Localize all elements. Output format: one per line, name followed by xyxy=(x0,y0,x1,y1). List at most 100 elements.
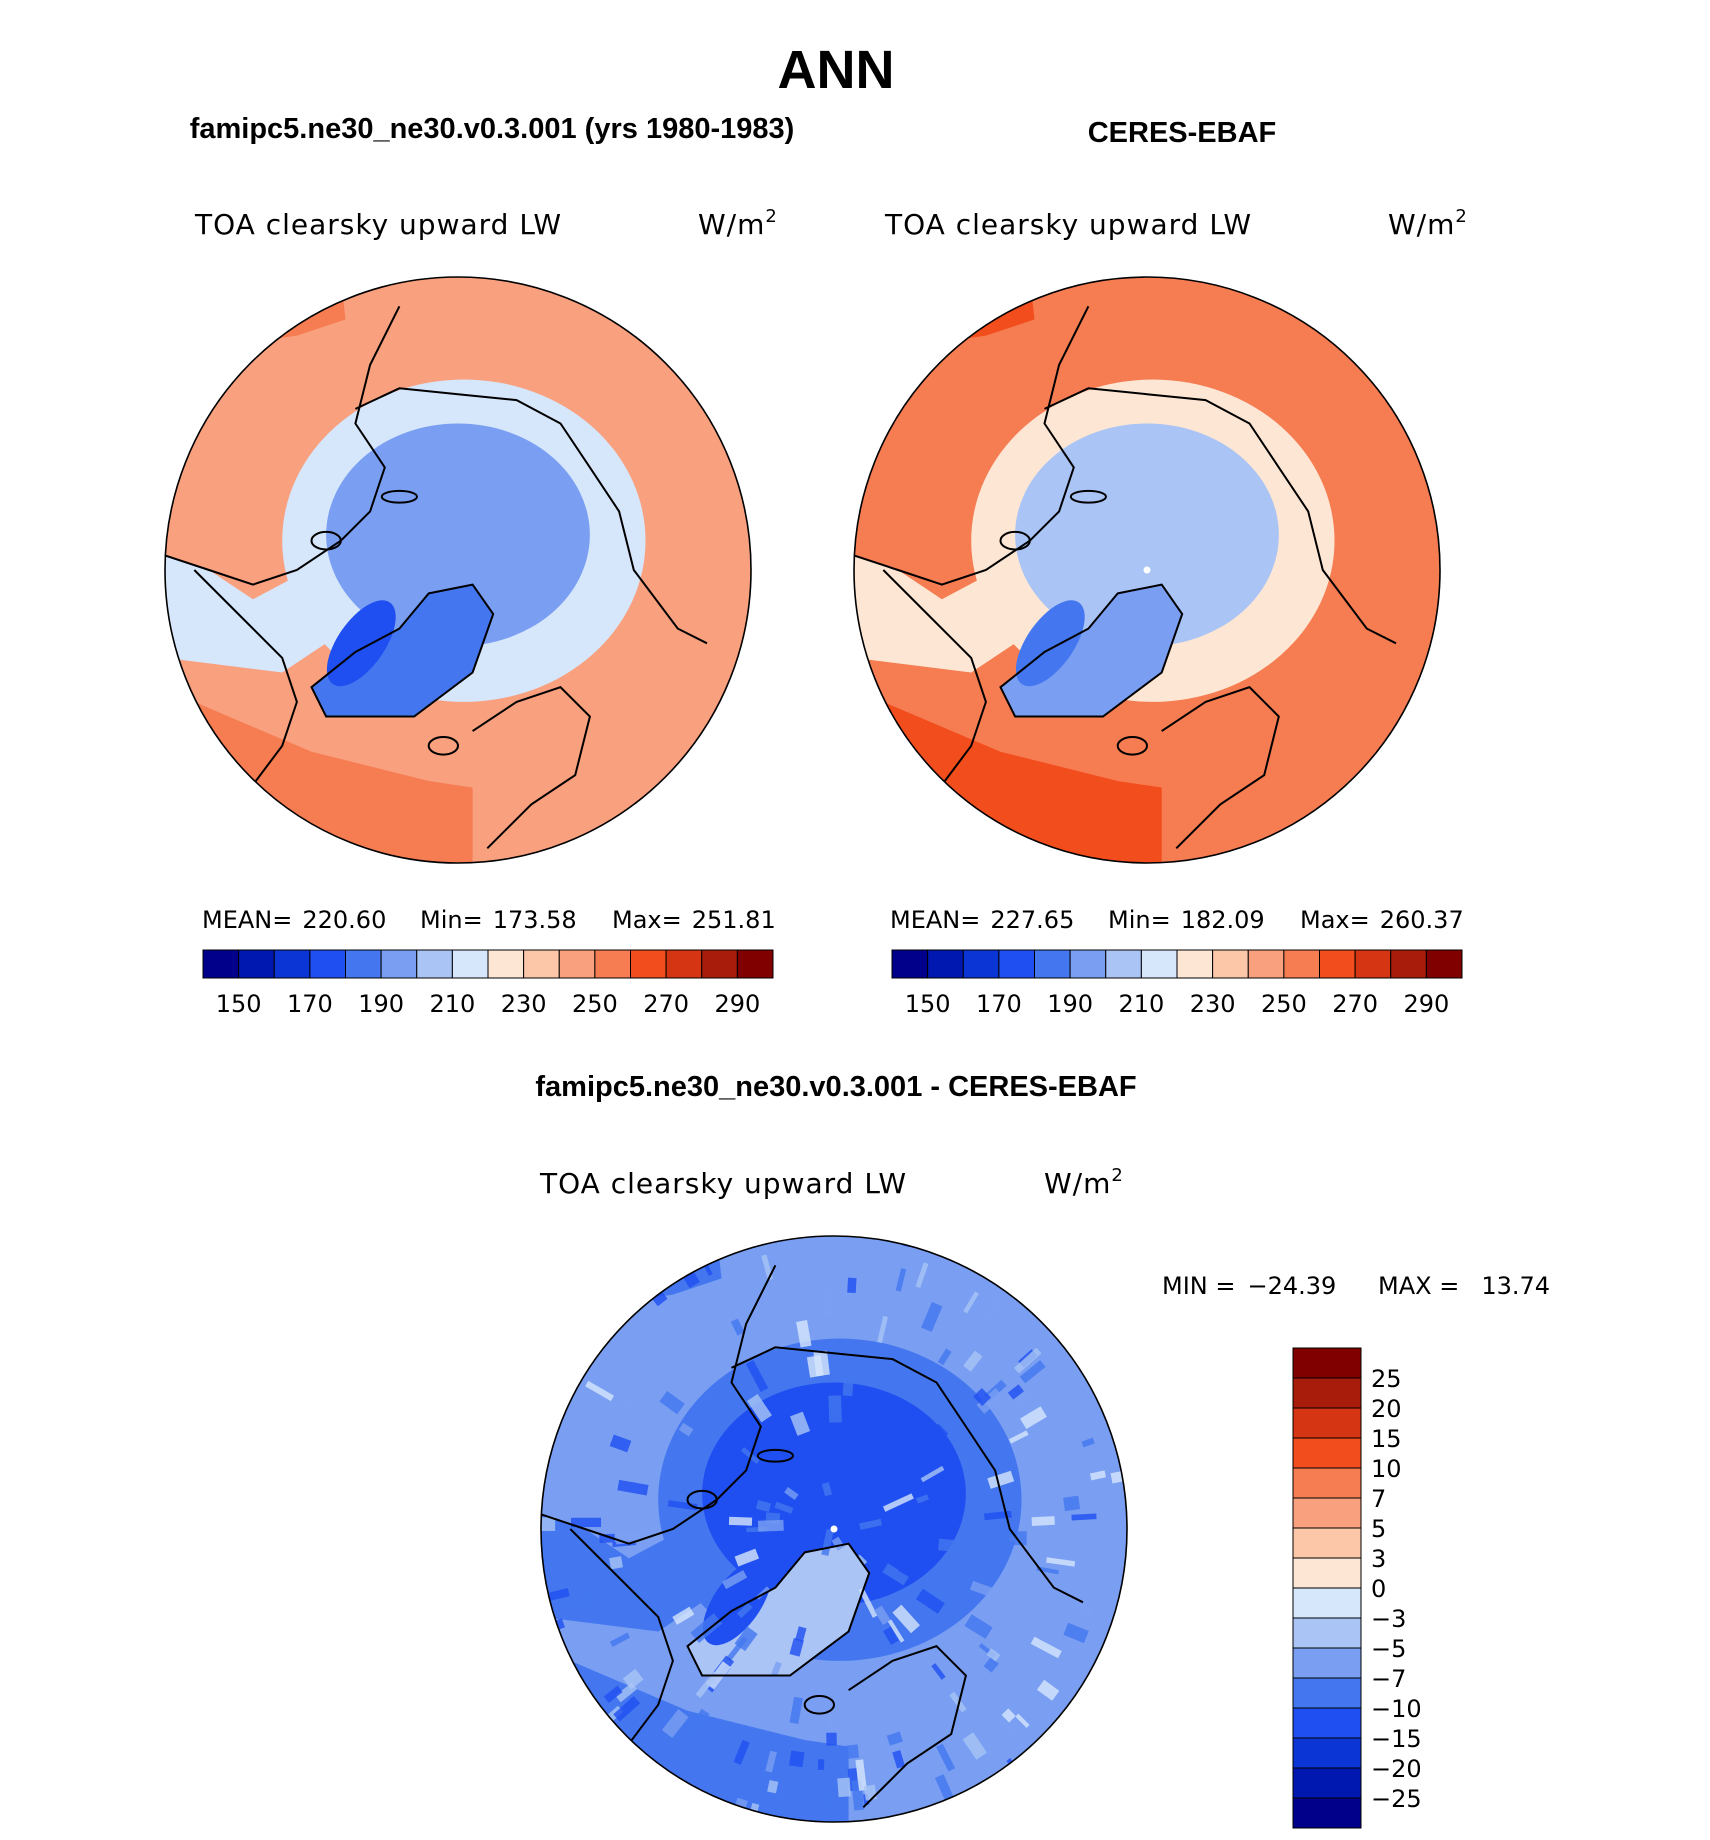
pole-marker xyxy=(1143,566,1151,574)
field-speckle xyxy=(1015,1713,1030,1728)
colorbar-tick-label: 25 xyxy=(1371,1365,1402,1393)
field-speckle xyxy=(965,1408,980,1422)
colorbar-tick-label: 190 xyxy=(1047,990,1093,1018)
panel-model-map xyxy=(165,277,751,863)
field-speckle xyxy=(609,1556,623,1570)
field-speckle xyxy=(806,1355,824,1378)
panel-obs-mean: MEAN= 227.65 xyxy=(890,906,1074,934)
field-speckle xyxy=(969,1580,994,1598)
field-speckle xyxy=(895,1268,907,1292)
colorbar-box xyxy=(927,949,964,979)
field-speckle xyxy=(771,1606,784,1621)
colorbar-box xyxy=(523,949,560,979)
colorbar-box xyxy=(1212,949,1249,979)
field-speckle xyxy=(828,1395,842,1423)
colorbar-box xyxy=(1292,1677,1362,1709)
field-speckle xyxy=(824,1292,833,1317)
panel-obs-variable: TOA clearsky upward LW xyxy=(884,208,1252,241)
field-speckle xyxy=(931,1663,946,1680)
colorbar-tick-label: 7 xyxy=(1371,1485,1386,1513)
colorbar-box xyxy=(416,949,453,979)
panel-model-units: W/m2 xyxy=(698,206,778,241)
field-speckle xyxy=(1071,1513,1097,1521)
colorbar-box xyxy=(1292,1737,1362,1769)
colorbar-box xyxy=(309,949,346,979)
field-speckle xyxy=(1019,1360,1046,1384)
field-speckle xyxy=(795,1626,807,1642)
field-speckle xyxy=(837,1777,851,1798)
coast-canada xyxy=(193,569,298,805)
field-speckle xyxy=(936,1743,956,1772)
field-speckle xyxy=(1007,1384,1024,1400)
panel-model-title: famipc5.ne30_ne30.v0.3.001 (yrs 1980-198… xyxy=(190,113,795,145)
field-speckle xyxy=(1014,1347,1042,1374)
field-greenland-summit xyxy=(1015,600,1085,687)
colorbar-box xyxy=(1292,1587,1362,1619)
panel-obs-coastlines xyxy=(854,305,1397,850)
field-speckle xyxy=(920,1465,945,1483)
colorbar-tick-label: −10 xyxy=(1371,1695,1422,1723)
field-speckle xyxy=(789,1696,803,1725)
colorbar-box xyxy=(1292,1377,1362,1409)
colorbar-tick-label: 170 xyxy=(976,990,1022,1018)
field-speckle xyxy=(615,1682,638,1703)
field-speckle xyxy=(745,1360,769,1393)
coast-alaska xyxy=(541,1264,777,1545)
panel-model-colorbar: 150 170 190 210 230 250 270 290 xyxy=(202,949,774,1018)
field-speckle xyxy=(986,1648,1001,1662)
coast-siberia xyxy=(354,387,708,645)
field-speckle xyxy=(976,1388,1004,1414)
field-region-2 xyxy=(1029,277,1440,658)
panel-model-max: Max= 251.81 xyxy=(612,906,776,934)
colorbar-box xyxy=(1425,949,1463,979)
field-speckle xyxy=(811,1492,826,1508)
panel-diff: famipc5.ne30_ne30.v0.3.001 - CERES-EBAF … xyxy=(535,1071,1550,1829)
field-speckle xyxy=(541,1517,556,1531)
field-speckle xyxy=(1006,1758,1028,1784)
field-speckle xyxy=(667,1500,698,1511)
field-region-4 xyxy=(472,681,634,863)
field-speckle xyxy=(571,1517,602,1528)
coast-alaska xyxy=(854,305,1090,586)
colorbar-box xyxy=(1292,1797,1362,1829)
field-speckle xyxy=(790,1411,811,1436)
colorbar-box xyxy=(1034,949,1071,979)
field-speckle xyxy=(661,1709,689,1739)
panel-diff-map xyxy=(541,1236,1127,1822)
colorbar-tick-label: 210 xyxy=(429,990,475,1018)
field-speckle xyxy=(765,1750,777,1773)
field-speckle xyxy=(882,1563,910,1586)
panel-diff-field xyxy=(541,1236,1127,1822)
coast-island-2 xyxy=(380,489,418,504)
field-speckle xyxy=(796,1320,812,1348)
field-speckle xyxy=(609,1632,631,1647)
field-speckle xyxy=(1046,1557,1076,1567)
coast-scandinavia xyxy=(848,1645,968,1809)
pole-marker xyxy=(830,1525,838,1533)
field-speckle xyxy=(685,1708,710,1739)
field-speckle xyxy=(994,1714,1021,1743)
field-speckle xyxy=(733,1739,750,1765)
field-speckle xyxy=(1036,1566,1059,1575)
field-speckle xyxy=(603,1685,623,1703)
colorbar-box xyxy=(345,949,382,979)
field-speckle xyxy=(1063,1622,1089,1644)
colorbar-box xyxy=(998,949,1035,979)
field-speckle xyxy=(734,1548,760,1567)
colorbar-box xyxy=(1292,1647,1362,1679)
coast-island-1 xyxy=(310,530,342,551)
field-region-4 xyxy=(848,1640,1010,1822)
colorbar-tick-label: 270 xyxy=(1332,990,1378,1018)
coast-greenland xyxy=(310,583,495,718)
field-region-2 xyxy=(716,1236,1127,1617)
coast-scandinavia xyxy=(472,686,592,850)
coast-island-1 xyxy=(686,1489,718,1510)
field-speckle xyxy=(1011,1386,1038,1409)
colorbar-box xyxy=(1176,949,1214,979)
colorbar-box xyxy=(1292,1437,1362,1469)
colorbar-box xyxy=(1292,1497,1362,1529)
colorbar-box xyxy=(630,949,667,979)
panel-model-variable: TOA clearsky upward LW xyxy=(194,208,562,241)
colorbar-tick-label: 290 xyxy=(714,990,760,1018)
